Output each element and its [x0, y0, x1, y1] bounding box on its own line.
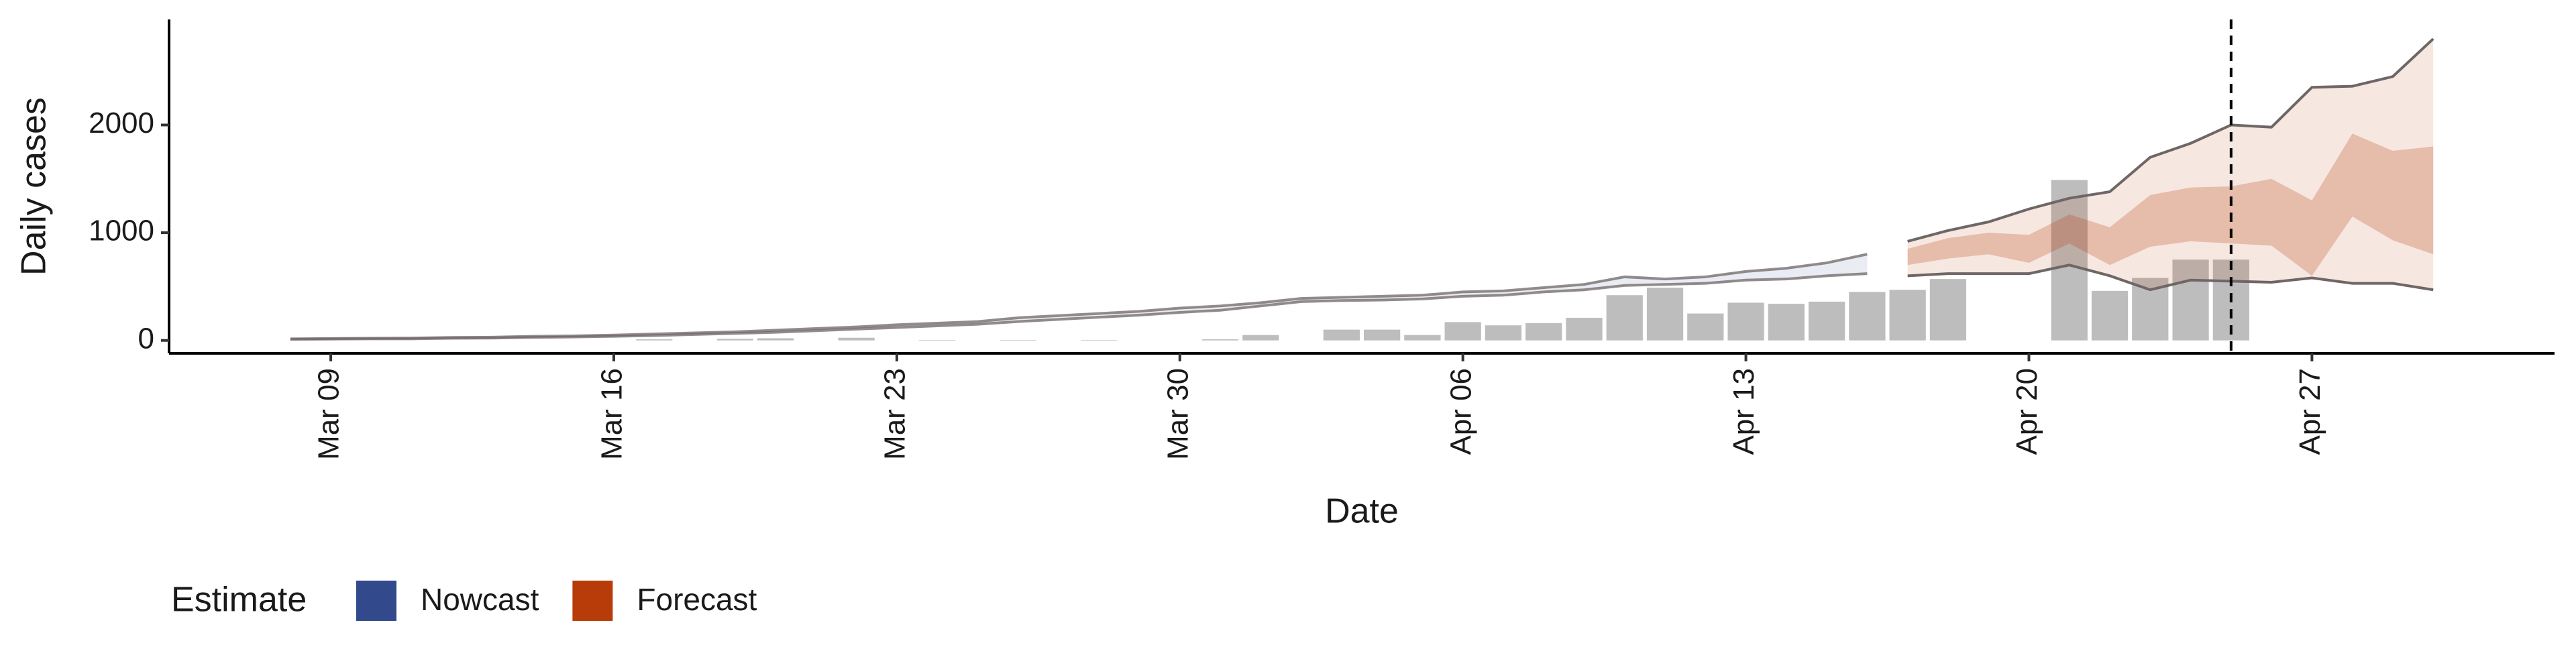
legend-label: Forecast: [637, 582, 757, 617]
bar: [919, 339, 956, 341]
legend-key: [572, 581, 613, 621]
bar: [1889, 290, 1926, 341]
y-tick-label: 0: [138, 322, 154, 355]
legend-key: [356, 581, 396, 621]
x-tick-label: Apr 13: [1727, 368, 1760, 455]
bar: [1323, 329, 1360, 341]
bar: [1525, 323, 1562, 341]
bar: [1687, 313, 1724, 341]
y-tick-label: 1000: [89, 215, 154, 247]
bar: [838, 337, 875, 341]
band-outer: [1907, 38, 2434, 290]
bar: [636, 339, 673, 341]
y-tick-label: 2000: [89, 107, 154, 139]
legend-label: Nowcast: [421, 582, 539, 617]
x-tick-label: Mar 09: [313, 368, 345, 460]
bar: [1444, 322, 1481, 341]
bar: [1929, 279, 1967, 341]
bar: [1201, 339, 1239, 341]
y-axis-title: Daily cases: [15, 97, 54, 276]
bar: [1768, 304, 1805, 341]
bar: [2172, 259, 2209, 341]
bar: [1242, 335, 1279, 341]
bar: [1485, 325, 1522, 341]
x-tick-label: Mar 16: [596, 368, 629, 460]
bar: [1849, 292, 1886, 341]
bar: [1566, 317, 1603, 341]
bar: [1404, 335, 1441, 341]
bar: [716, 339, 753, 341]
bar: [1081, 339, 1118, 341]
x-tick-label: Apr 27: [2294, 368, 2326, 455]
x-tick-label: Apr 06: [1444, 368, 1477, 455]
bar: [1000, 339, 1036, 341]
band-line: [1907, 263, 2434, 292]
band-line: [1907, 38, 2434, 243]
bar: [1808, 301, 1845, 341]
bar: [1606, 295, 1643, 341]
x-tick-label: Mar 30: [1161, 368, 1194, 460]
x-axis-title: Date: [1325, 492, 1399, 531]
x-tick-label: Mar 23: [879, 368, 912, 460]
bar: [2132, 278, 2169, 341]
bar: [1364, 329, 1401, 341]
bar: [1727, 302, 1764, 341]
legend-title: Estimate: [171, 581, 307, 620]
bar: [2051, 180, 2088, 341]
bar: [1646, 288, 1684, 341]
x-tick-label: Apr 20: [2010, 368, 2043, 455]
bar: [757, 338, 794, 341]
band-line: [290, 253, 1868, 341]
bar: [2091, 290, 2129, 341]
band-inner: [1907, 133, 2434, 276]
